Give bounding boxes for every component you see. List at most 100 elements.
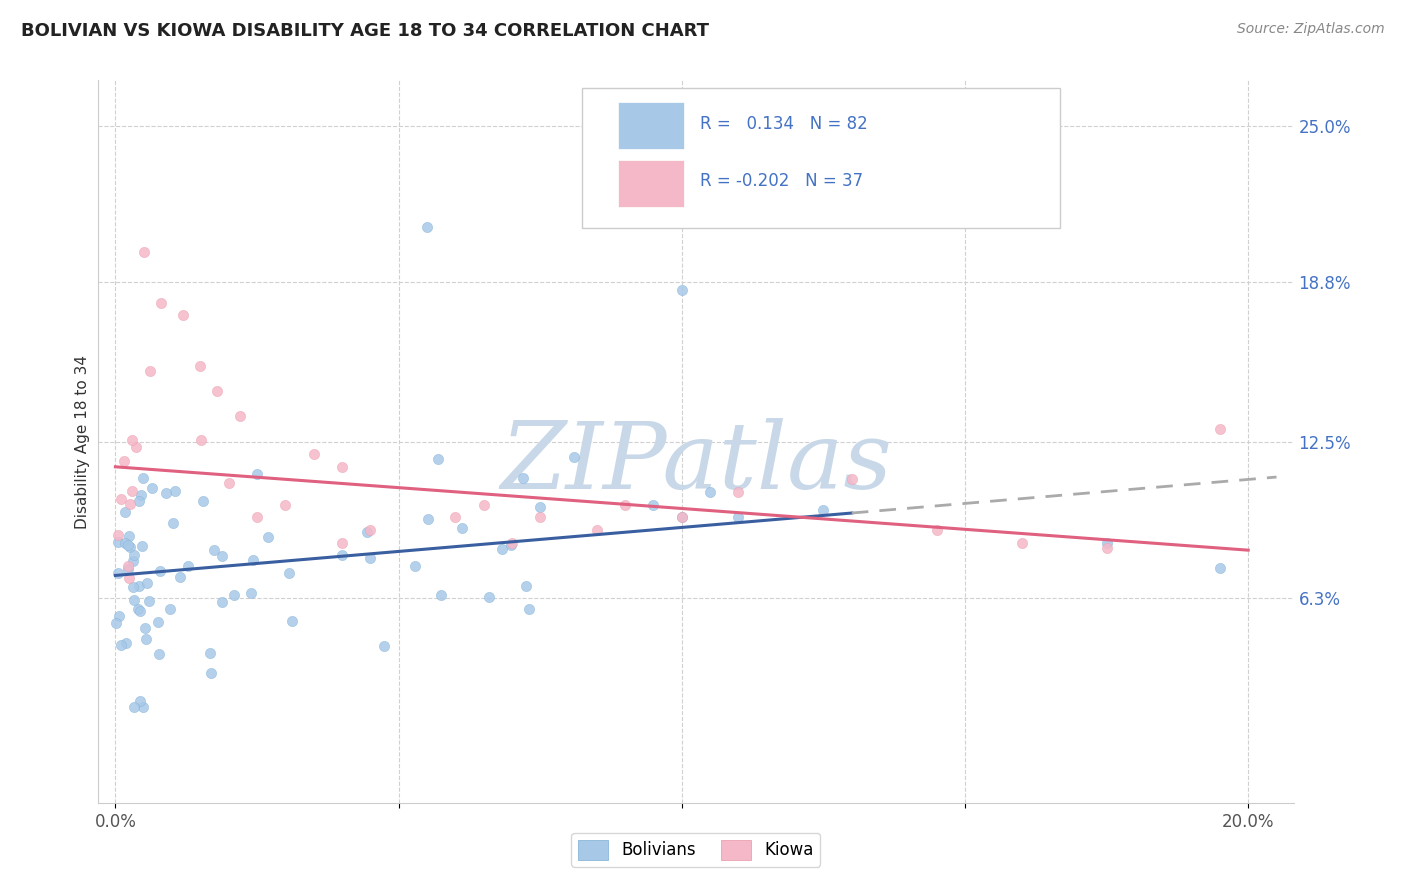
Point bbox=[671, 510, 693, 524]
Point bbox=[430, 588, 453, 602]
Point bbox=[149, 564, 172, 578]
Point bbox=[105, 615, 128, 630]
Point bbox=[121, 580, 143, 594]
Point bbox=[112, 454, 135, 468]
Point bbox=[121, 434, 143, 448]
Point bbox=[517, 601, 540, 615]
Point bbox=[359, 551, 381, 566]
Point bbox=[138, 364, 160, 378]
Point bbox=[925, 523, 948, 537]
Point bbox=[118, 571, 141, 585]
Point bbox=[117, 559, 139, 574]
Point bbox=[202, 543, 225, 558]
Point bbox=[107, 535, 129, 549]
Text: R = -0.202   N = 37: R = -0.202 N = 37 bbox=[700, 172, 863, 190]
Point bbox=[127, 601, 149, 615]
Point bbox=[146, 615, 169, 629]
FancyBboxPatch shape bbox=[619, 160, 685, 207]
Point bbox=[131, 539, 153, 553]
Point bbox=[472, 498, 495, 512]
Point bbox=[200, 646, 222, 660]
Point bbox=[129, 694, 152, 708]
Point bbox=[135, 632, 157, 646]
Point bbox=[211, 595, 233, 609]
Point bbox=[128, 493, 150, 508]
Point bbox=[529, 500, 551, 514]
Point bbox=[114, 636, 136, 650]
Point bbox=[450, 520, 472, 534]
Point bbox=[427, 452, 450, 467]
Text: Source: ZipAtlas.com: Source: ZipAtlas.com bbox=[1237, 22, 1385, 37]
Point bbox=[141, 481, 163, 495]
Point bbox=[1209, 561, 1232, 575]
Text: BOLIVIAN VS KIOWA DISABILITY AGE 18 TO 34 CORRELATION CHART: BOLIVIAN VS KIOWA DISABILITY AGE 18 TO 3… bbox=[21, 22, 709, 40]
Point bbox=[114, 536, 136, 550]
Point bbox=[155, 486, 177, 500]
Point bbox=[356, 525, 378, 540]
Point bbox=[418, 511, 440, 525]
Point bbox=[359, 523, 381, 537]
Point bbox=[121, 483, 143, 498]
Y-axis label: Disability Age 18 to 34: Disability Age 18 to 34 bbox=[75, 354, 90, 529]
Point bbox=[107, 528, 129, 542]
Point bbox=[110, 491, 132, 506]
Point bbox=[416, 219, 439, 234]
Point bbox=[727, 510, 749, 524]
Point bbox=[643, 498, 665, 512]
Point bbox=[501, 535, 523, 549]
Point bbox=[117, 538, 139, 552]
Point bbox=[148, 647, 170, 661]
Point bbox=[302, 447, 325, 461]
Point bbox=[499, 538, 522, 552]
Point bbox=[118, 529, 141, 543]
Point bbox=[278, 566, 301, 580]
Point bbox=[699, 485, 721, 500]
Point bbox=[149, 295, 172, 310]
Point bbox=[114, 505, 136, 519]
Point bbox=[134, 621, 156, 635]
Point bbox=[193, 494, 215, 508]
Point bbox=[138, 594, 160, 608]
Point bbox=[162, 516, 184, 530]
Point bbox=[330, 548, 353, 562]
Point bbox=[200, 666, 222, 681]
Point bbox=[614, 498, 637, 512]
Point bbox=[246, 510, 269, 524]
Point bbox=[491, 541, 513, 556]
Point bbox=[841, 472, 863, 486]
Point bbox=[512, 471, 534, 485]
Point bbox=[218, 475, 240, 490]
Point bbox=[1011, 535, 1033, 549]
Point bbox=[124, 592, 146, 607]
Point bbox=[256, 530, 278, 544]
Point bbox=[444, 510, 467, 524]
Point bbox=[132, 245, 155, 260]
Point bbox=[813, 502, 835, 516]
Point bbox=[120, 540, 142, 554]
Point bbox=[176, 559, 198, 574]
Point bbox=[274, 498, 297, 512]
Point bbox=[1095, 535, 1118, 549]
Point bbox=[727, 485, 749, 500]
Point bbox=[165, 483, 187, 498]
Point bbox=[404, 559, 426, 574]
FancyBboxPatch shape bbox=[619, 102, 685, 149]
Point bbox=[132, 699, 155, 714]
Point bbox=[132, 471, 155, 485]
Point bbox=[190, 433, 212, 447]
Point bbox=[869, 194, 891, 209]
Point bbox=[671, 283, 693, 297]
Point bbox=[159, 602, 181, 616]
Point bbox=[122, 554, 145, 568]
Point bbox=[229, 409, 252, 424]
Point bbox=[136, 576, 159, 591]
Point bbox=[562, 450, 585, 465]
Point bbox=[207, 384, 229, 398]
Point bbox=[515, 579, 537, 593]
Point bbox=[169, 569, 191, 583]
Point bbox=[128, 579, 150, 593]
Point bbox=[122, 699, 145, 714]
Point bbox=[190, 359, 212, 373]
Text: R =   0.134   N = 82: R = 0.134 N = 82 bbox=[700, 115, 868, 133]
Point bbox=[129, 488, 152, 502]
